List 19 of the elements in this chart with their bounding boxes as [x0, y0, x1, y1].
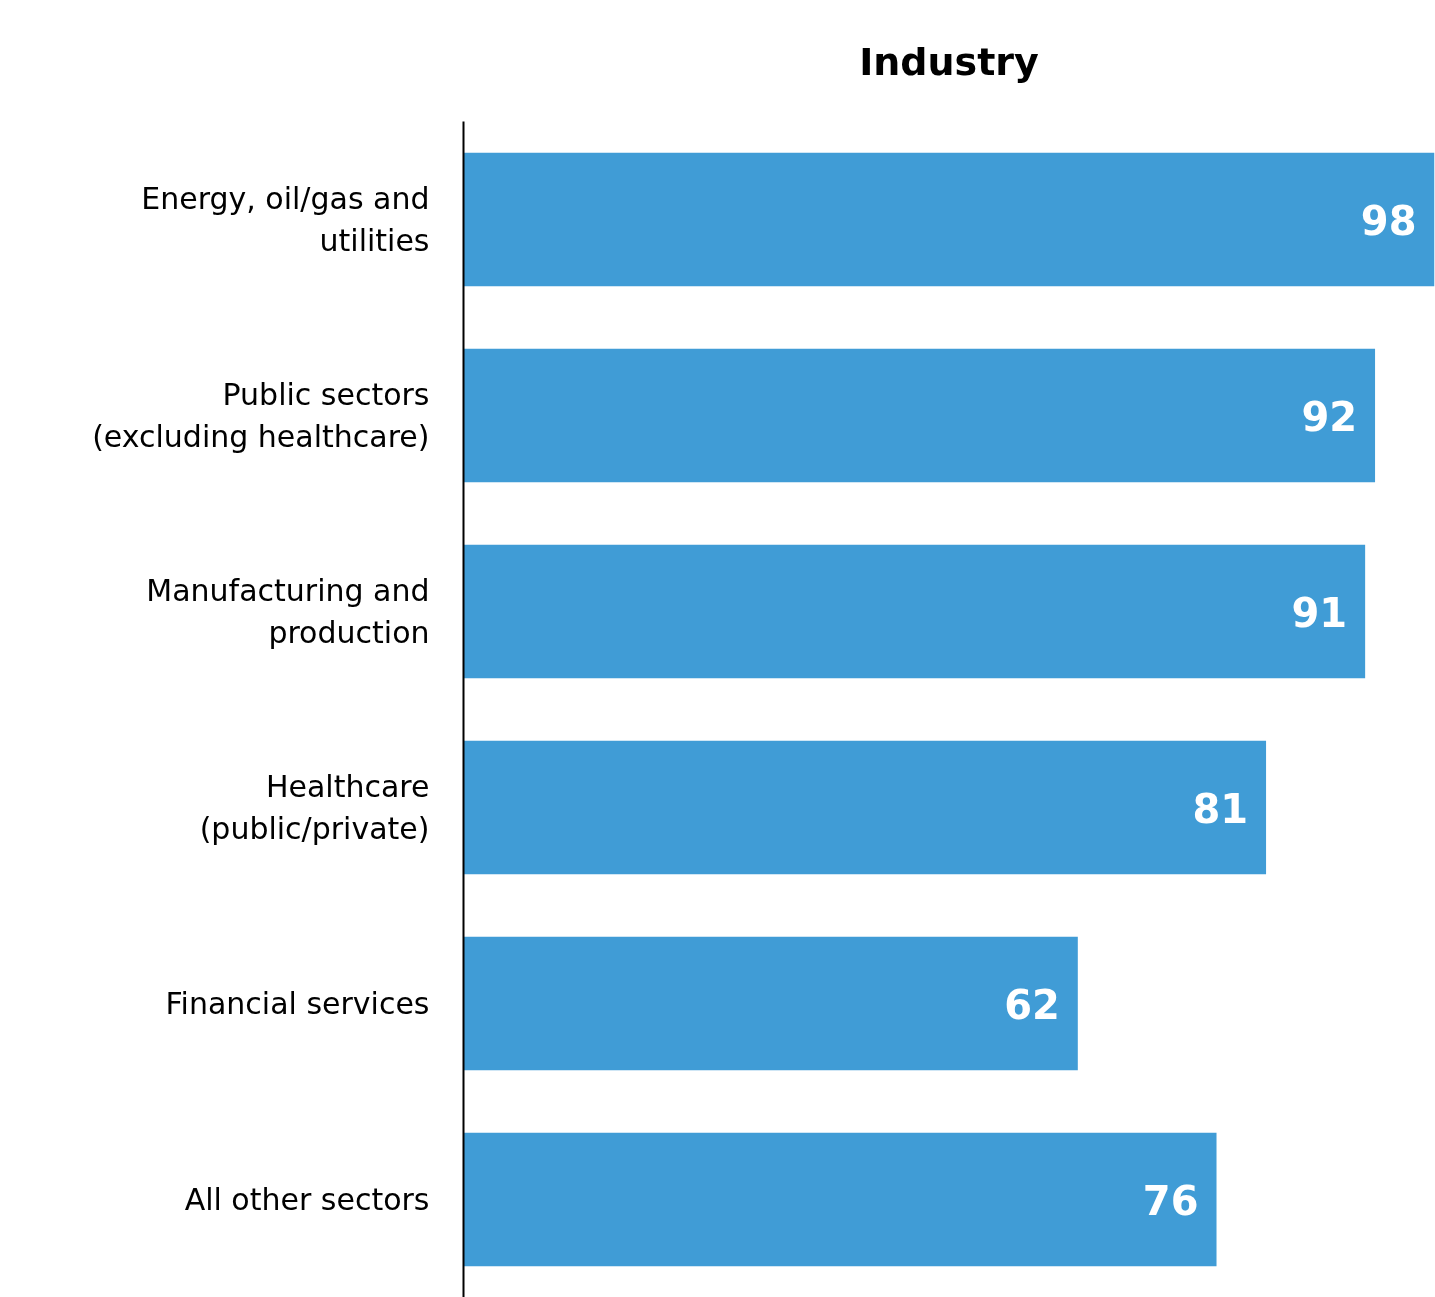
chart-title: Industry [859, 40, 1040, 84]
data-label: 92 [1301, 393, 1358, 440]
bar [463, 740, 1267, 875]
data-label: 81 [1192, 785, 1249, 832]
y-tick-label: All other sectors [184, 1182, 430, 1217]
bar [463, 936, 1078, 1071]
bar [463, 348, 1376, 483]
data-label: 62 [1004, 981, 1060, 1028]
bar [463, 544, 1366, 679]
y-tick-label: Manufacturing and production [146, 573, 430, 650]
data-label: 91 [1291, 589, 1348, 636]
y-tick-label: Healthcare (public/private) [199, 769, 430, 846]
y-tick-label: Financial services [165, 986, 430, 1021]
y-tick-label: Energy, oil/gas and utilities [141, 181, 430, 258]
data-label: 98 [1360, 197, 1417, 244]
y-tick-label: Public sectors (excluding healthcare) [92, 377, 430, 454]
bar [463, 152, 1435, 287]
bar [463, 1132, 1217, 1267]
data-label: 76 [1142, 1177, 1199, 1224]
